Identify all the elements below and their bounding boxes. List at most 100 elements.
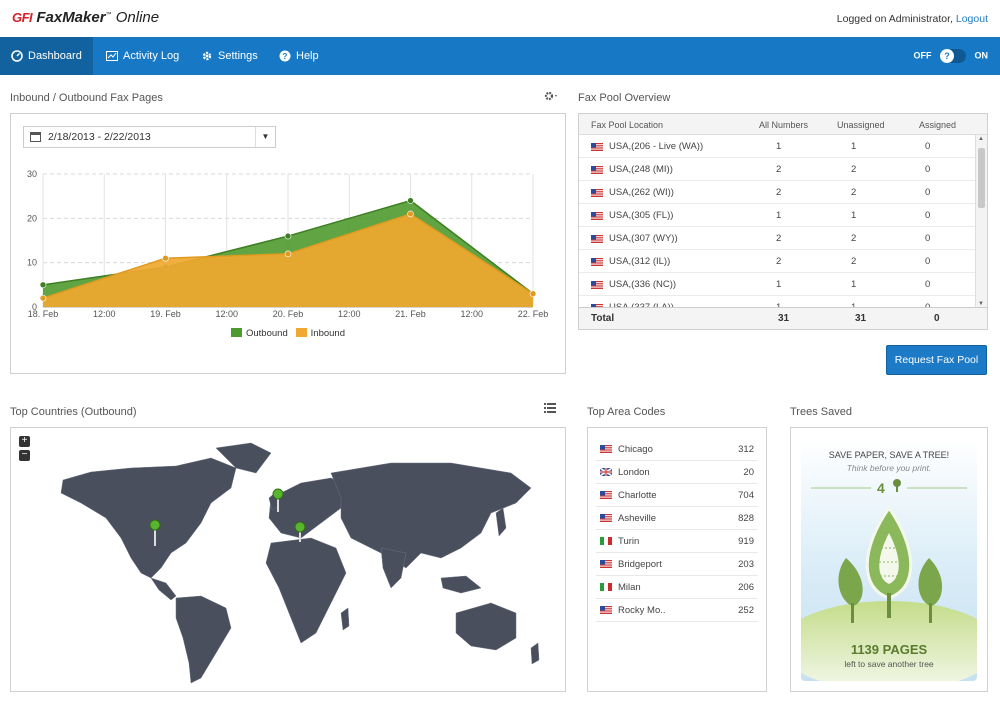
data-point-inbound	[407, 210, 414, 218]
nav-activity-log-label: Activity Log	[123, 50, 180, 62]
toggle-switch[interactable]: ?	[939, 49, 966, 63]
fax-pool-row[interactable]: USA,(312 (IL)) 2 2 0	[579, 250, 975, 273]
us-flag-icon	[600, 514, 612, 522]
col-unassigned[interactable]: Unassigned	[837, 120, 885, 130]
fax-pool-row[interactable]: USA,(336 (NC)) 1 1 0	[579, 273, 975, 296]
x-tick-label: 12:00	[460, 309, 483, 319]
data-point-outbound	[39, 281, 47, 289]
scrollbar[interactable]: ▲ ▼	[975, 135, 987, 308]
area-code-count: 312	[738, 444, 754, 455]
area-code-row[interactable]: Charlotte 704	[596, 484, 758, 507]
area-code-count: 20	[743, 467, 754, 478]
uk-flag-icon	[599, 467, 613, 477]
area-code-row[interactable]: Asheville 828	[596, 507, 758, 530]
nav-activity-log[interactable]: Activity Log	[95, 37, 179, 75]
fax-pool-location: USA,(312 (IL))	[609, 256, 671, 267]
data-point-outbound	[284, 232, 292, 240]
main-nav: Dashboard Activity Log Settings ? Help O…	[0, 37, 1000, 75]
tree-headline: SAVE PAPER, SAVE A TREE!	[828, 450, 950, 460]
nav-settings[interactable]: Settings	[190, 37, 258, 75]
list-icon[interactable]	[544, 403, 556, 413]
area-code-row[interactable]: Rocky Mo.. 252	[596, 599, 758, 622]
request-fax-pool-button[interactable]: Request Fax Pool	[886, 345, 987, 375]
calendar-icon	[30, 132, 41, 142]
us-flag-icon	[600, 606, 612, 614]
fax-pool-title: Fax Pool Overview	[578, 92, 671, 104]
total-label: Total	[591, 313, 615, 324]
fax-pool-all-numbers: 2	[776, 233, 782, 244]
area-code-row[interactable]: Bridgeport 203	[596, 553, 758, 576]
us-flag-icon	[591, 212, 603, 220]
date-range-picker[interactable]: 2/18/2013 - 2/22/2013 ▼	[23, 126, 276, 148]
area-code-count: 828	[738, 513, 754, 524]
login-status: Logged on Administrator, Logout	[837, 13, 988, 25]
total-unassigned: 31	[855, 313, 867, 324]
area-code-row[interactable]: London 20	[596, 461, 758, 484]
app-logo[interactable]: GFI FaxMaker™ Online	[12, 9, 160, 26]
logo-suffix: Online	[115, 9, 160, 26]
us-flag-icon	[600, 560, 612, 568]
total-all-numbers: 31	[778, 313, 790, 324]
legend-inbound[interactable]: Inbound	[310, 328, 345, 339]
fax-pool-table: Fax Pool Location All Numbers Unassigned…	[578, 113, 988, 330]
fax-pool-row[interactable]: USA,(262 (WI)) 2 2 0	[579, 181, 975, 204]
area-code-count: 704	[738, 490, 754, 501]
total-assigned: 0	[934, 313, 940, 324]
chevron-down-icon[interactable]: ▼	[255, 127, 275, 147]
fax-pool-row[interactable]: USA,(206 - Live (WA)) 1 1 0	[579, 135, 975, 158]
it-flag-icon	[600, 583, 612, 591]
fax-pool-assigned: 0	[925, 164, 931, 175]
login-text: Logged on Administrator,	[836, 13, 953, 25]
us-flag-icon	[591, 258, 603, 266]
toggle-off-label: OFF	[913, 50, 932, 61]
nav-help[interactable]: ? Help	[268, 37, 319, 75]
map-markers	[149, 488, 306, 546]
area-code-count: 252	[738, 605, 754, 616]
pages-caption: left to save another tree	[844, 659, 934, 669]
fax-pool-all-numbers: 2	[776, 187, 782, 198]
fax-pool-unassigned: 2	[851, 233, 857, 244]
zoom-in-button[interactable]: +	[19, 436, 30, 447]
col-all-numbers[interactable]: All Numbers	[759, 120, 809, 130]
x-tick-label: 18. Feb	[28, 309, 59, 319]
data-point-inbound	[162, 254, 169, 262]
legend-outbound[interactable]: Outbound	[246, 328, 288, 339]
help-toggle[interactable]: OFF ? ON	[913, 49, 988, 63]
fax-pool-row[interactable]: USA,(248 (MI)) 2 2 0	[579, 158, 975, 181]
fax-pool-all-numbers: 1	[776, 210, 782, 221]
nav-dashboard-label: Dashboard	[28, 50, 82, 62]
data-point-inbound	[529, 290, 537, 297]
col-location[interactable]: Fax Pool Location	[591, 120, 664, 130]
logo-brand: GFI	[12, 10, 33, 25]
us-flag-icon	[600, 491, 612, 499]
chart-icon	[106, 51, 118, 61]
fax-pool-row[interactable]: USA,(307 (WY)) 2 2 0	[579, 227, 975, 250]
date-range-value: 2/18/2013 - 2/22/2013	[48, 131, 151, 143]
area-code-name: Turin	[618, 536, 640, 547]
data-point-outbound	[407, 197, 414, 204]
fax-pool-location: USA,(336 (NC))	[609, 279, 677, 290]
fax-pool-location: USA,(305 (FL))	[609, 210, 674, 221]
nav-dashboard[interactable]: Dashboard	[0, 37, 93, 75]
area-code-row[interactable]: Turin 919	[596, 530, 758, 553]
top-area-codes-title: Top Area Codes	[587, 406, 666, 418]
x-tick-label: 12:00	[93, 309, 116, 319]
top-countries-title: Top Countries (Outbound)	[10, 406, 137, 418]
trees-saved-title: Trees Saved	[790, 406, 852, 418]
fax-pool-all-numbers: 2	[776, 256, 782, 267]
world-map[interactable]	[11, 428, 565, 691]
area-code-row[interactable]: Milan 206	[596, 576, 758, 599]
zoom-out-button[interactable]: −	[19, 450, 30, 461]
fax-pool-unassigned: 1	[851, 302, 857, 308]
fax-pool-unassigned: 1	[851, 279, 857, 290]
col-assigned[interactable]: Assigned	[919, 120, 957, 130]
pages-remaining: 1139 PAGES	[850, 642, 928, 657]
fax-pool-row[interactable]: USA,(305 (FL)) 1 1 0	[579, 204, 975, 227]
fax-pages-title: Inbound / Outbound Fax Pages	[10, 92, 163, 104]
chart-legend: Outbound Inbound	[231, 328, 345, 339]
chart-settings-icon[interactable]	[543, 90, 559, 102]
fax-pool-assigned: 0	[925, 210, 931, 221]
area-code-row[interactable]: Chicago 312	[596, 438, 758, 461]
logout-link[interactable]: Logout	[955, 13, 988, 25]
us-flag-icon	[591, 189, 603, 197]
